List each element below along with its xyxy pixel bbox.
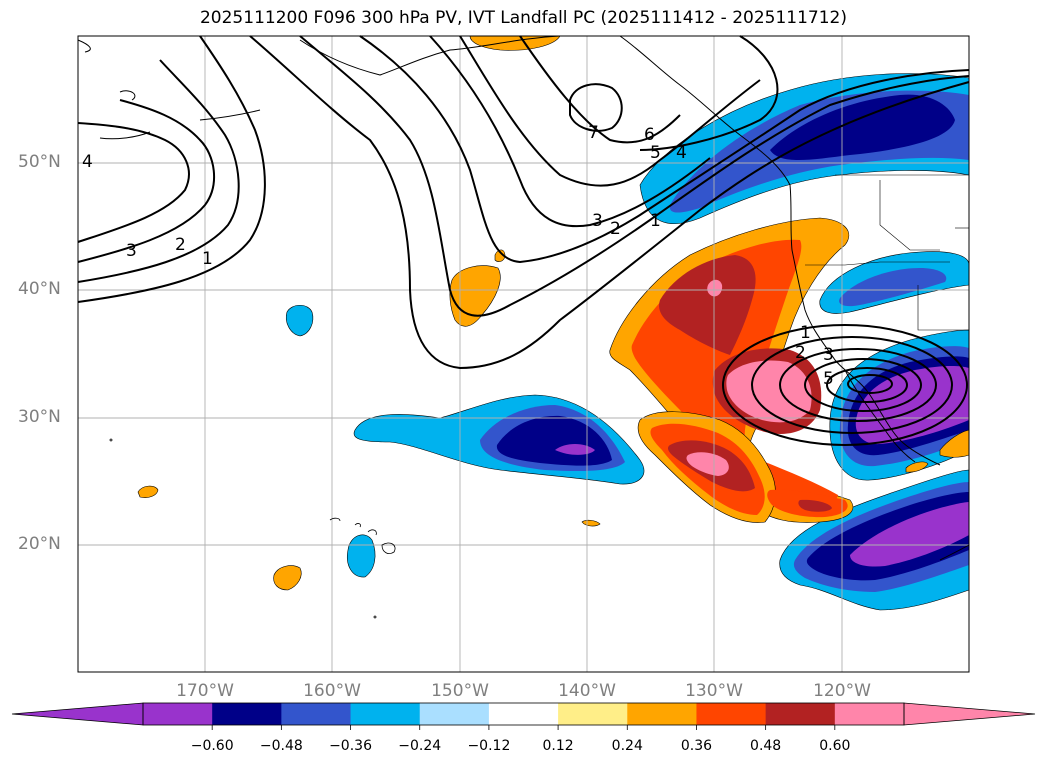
contour-label: 6 — [644, 125, 655, 145]
grid-lines — [78, 36, 969, 672]
lat-label: 40°N — [18, 279, 61, 299]
colorbar-segment — [143, 703, 213, 725]
colorbar-frame — [142, 702, 905, 726]
colorbar-tick-label: −0.12 — [467, 738, 511, 754]
lat-label: 20°N — [18, 534, 61, 554]
contour-label: 3 — [823, 345, 834, 365]
colorbar-segment — [765, 703, 836, 725]
colorbar-segment — [696, 703, 767, 725]
contour-label: 4 — [82, 152, 93, 172]
colorbar-segment — [212, 703, 282, 725]
colorbar — [11, 702, 1036, 730]
contour-label: 2 — [795, 343, 806, 363]
colorbar-under-arrow — [11, 702, 144, 726]
contour-label: 1 — [202, 249, 213, 269]
colorbar-tick-label: −0.48 — [259, 738, 303, 754]
negative-region-east-core — [855, 365, 969, 445]
contour-label: 2 — [175, 235, 186, 255]
lat-label: 50°N — [18, 152, 61, 172]
positive-blob-sw2 — [273, 565, 302, 591]
pv-contours — [77, 35, 970, 446]
positive-region-south-pink — [686, 452, 729, 476]
positive-blob-sw1 — [137, 485, 159, 498]
colorbar-segment — [627, 703, 697, 725]
lon-label: 140°W — [558, 681, 616, 701]
negative-region-southeast-core — [850, 502, 969, 567]
lat-label: 30°N — [18, 407, 61, 427]
positive-blob-north — [469, 35, 561, 51]
plot-frame — [77, 35, 970, 673]
contour-label: 4 — [676, 143, 687, 163]
contour-label: 1 — [650, 211, 661, 231]
colorbar-over-arrow — [903, 702, 1036, 726]
contour-label: 5 — [650, 143, 661, 163]
contour-label: 3 — [126, 241, 137, 261]
lon-label: 150°W — [431, 681, 489, 701]
lon-label: 130°W — [685, 681, 743, 701]
colorbar-tick-label: 0.36 — [680, 738, 713, 754]
positive-region-main-darkred — [659, 255, 756, 355]
colorbar-tick-label: −0.24 — [398, 738, 442, 754]
contour-label: 2 — [610, 219, 621, 239]
contour-label: 1 — [800, 323, 811, 343]
colorbar-segment — [281, 703, 352, 725]
positive-region-central-pink — [726, 360, 812, 423]
negative-region-north-core — [770, 94, 955, 160]
lon-label: 160°W — [303, 681, 361, 701]
colorbar-segment — [834, 703, 905, 725]
colorbar-segment — [350, 703, 421, 725]
colorbar-tick-label: 0.12 — [542, 738, 574, 754]
colorbar-tick-label: −0.36 — [329, 738, 372, 754]
contour-label: 5 — [823, 369, 834, 389]
islands — [109, 438, 396, 619]
colorbar-tick-label: 0.60 — [819, 738, 851, 754]
negative-region-north-band2-inner — [839, 268, 947, 307]
contour-labels: 4 3 2 1 7 6 5 4 3 2 1 1 2 3 5 — [82, 123, 834, 389]
lon-label: 120°W — [813, 681, 871, 701]
positive-blob-east — [905, 461, 929, 473]
contour-label: 3 — [592, 211, 603, 231]
map-title: 2025111200 F096 300 hPa PV, IVT Landfall… — [199, 8, 847, 28]
positive-region-main-pink — [707, 279, 723, 297]
colorbar-segment — [558, 703, 628, 725]
colorbar-segment — [488, 703, 559, 725]
negative-blob-west — [285, 304, 314, 337]
positive-region-tail-darkred — [798, 499, 832, 512]
colorbar-tick-label: 0.24 — [611, 738, 643, 754]
colorbar-tick-label: −0.60 — [190, 738, 234, 754]
colorbar-segment — [419, 703, 490, 725]
negative-region-subtropical-core — [555, 444, 595, 455]
lon-label: 170°W — [176, 681, 234, 701]
negative-blob-hawaii — [347, 534, 376, 578]
political-borders — [805, 174, 969, 331]
contour-label: 7 — [588, 123, 599, 143]
colorbar-tick-label: 0.48 — [750, 738, 782, 754]
